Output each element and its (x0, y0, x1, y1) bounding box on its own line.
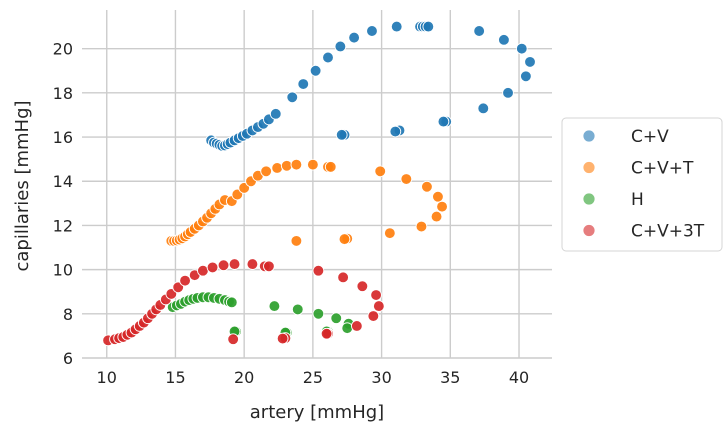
x-tick-label: 25 (303, 368, 323, 387)
data-point (228, 258, 241, 270)
data-point (206, 261, 219, 274)
x-tick-label: 35 (440, 368, 460, 387)
x-tick-label: 30 (371, 368, 391, 387)
y-axis-label: capillaries [mmHg] (12, 100, 33, 271)
data-point (286, 91, 299, 104)
x-tick-label: 10 (97, 368, 117, 387)
series-c-v-3t (102, 258, 385, 347)
data-point (280, 159, 293, 172)
data-point (374, 165, 387, 178)
y-tick-label: 16 (53, 128, 73, 147)
data-point (367, 310, 380, 322)
data-point (290, 235, 303, 247)
y-tick-label: 20 (53, 40, 73, 59)
x-tick-label: 40 (509, 368, 529, 387)
x-tick-label: 20 (234, 368, 254, 387)
data-point (515, 42, 528, 55)
data-point (263, 260, 275, 273)
data-point (334, 40, 347, 53)
y-tick-label: 18 (53, 84, 73, 103)
data-point (389, 125, 402, 138)
legend-marker (582, 161, 596, 174)
data-point (291, 303, 304, 316)
y-tick-label: 10 (53, 261, 73, 280)
data-point (520, 70, 532, 83)
data-point (197, 264, 209, 277)
data-point (372, 300, 385, 312)
data-point (312, 264, 325, 277)
data-point (432, 190, 444, 203)
data-point (276, 332, 289, 345)
data-point (430, 210, 443, 223)
data-point (338, 233, 351, 245)
data-point (322, 51, 334, 64)
data-point (271, 162, 283, 174)
y-tick-label: 12 (53, 216, 73, 235)
data-point (524, 56, 536, 68)
data-point (415, 220, 428, 233)
data-point (179, 274, 191, 287)
y-tick-labels: 6 8 10 12 14 16 18 20 (53, 40, 73, 368)
legend-marker (582, 192, 596, 206)
data-point (498, 33, 510, 46)
data-point (227, 333, 240, 346)
legend-marker (582, 129, 596, 143)
series-c-v (205, 20, 536, 152)
data-point (225, 296, 238, 309)
data-point (217, 259, 230, 272)
data-point (330, 312, 343, 325)
legend-frame (561, 117, 723, 252)
legend-label: C+V+3T (631, 222, 705, 242)
data-point (290, 158, 303, 171)
data-point (366, 25, 378, 37)
series-c-v-t (165, 158, 448, 247)
data-points (102, 20, 536, 347)
data-point (422, 20, 435, 33)
data-point (400, 173, 413, 185)
data-point (477, 102, 490, 115)
x-tick-labels: 10 15 20 25 30 35 40 (97, 368, 530, 387)
legend-label: C+V (631, 127, 669, 147)
data-point (383, 227, 396, 240)
data-point (473, 25, 486, 37)
data-point (341, 322, 354, 335)
data-point (390, 20, 403, 33)
data-point (268, 300, 281, 312)
data-point (356, 280, 369, 293)
y-tick-label: 8 (63, 305, 73, 324)
legend-label: C+V+T (631, 159, 694, 179)
data-point (335, 128, 348, 141)
legend-marker (582, 224, 596, 237)
data-point (436, 200, 448, 213)
data-point (269, 107, 282, 120)
y-tick-label: 14 (53, 172, 73, 191)
data-point (260, 165, 273, 178)
data-point (320, 327, 333, 340)
data-point (437, 115, 450, 128)
y-tick-label: 6 (63, 349, 73, 368)
data-point (348, 31, 360, 44)
data-point (246, 258, 259, 270)
legend: C+V C+V+T H C+V+3T (561, 117, 723, 252)
legend-label: H (631, 190, 644, 210)
data-point (421, 180, 433, 193)
data-point (309, 64, 322, 77)
grid (82, 10, 552, 359)
data-point (307, 158, 319, 171)
data-point (351, 320, 363, 332)
data-point (370, 289, 382, 301)
data-point (337, 271, 349, 284)
x-tick-label: 15 (165, 368, 185, 387)
data-point (324, 161, 337, 173)
data-point (297, 78, 310, 90)
data-point (312, 307, 325, 320)
data-point (502, 87, 514, 99)
x-axis-label: artery [mmHg] (250, 402, 384, 423)
